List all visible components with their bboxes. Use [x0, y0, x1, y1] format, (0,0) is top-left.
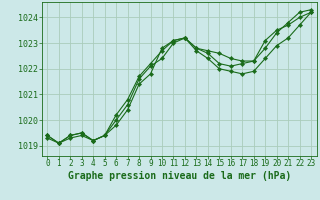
X-axis label: Graphe pression niveau de la mer (hPa): Graphe pression niveau de la mer (hPa) — [68, 171, 291, 181]
